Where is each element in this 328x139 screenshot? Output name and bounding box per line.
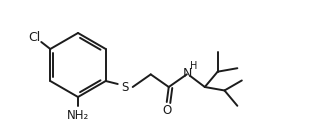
Text: O: O (162, 104, 172, 116)
Text: N: N (183, 67, 193, 80)
Text: Cl: Cl (28, 30, 40, 44)
Text: NH₂: NH₂ (67, 109, 89, 121)
Text: S: S (121, 80, 128, 94)
Text: H: H (190, 61, 197, 71)
